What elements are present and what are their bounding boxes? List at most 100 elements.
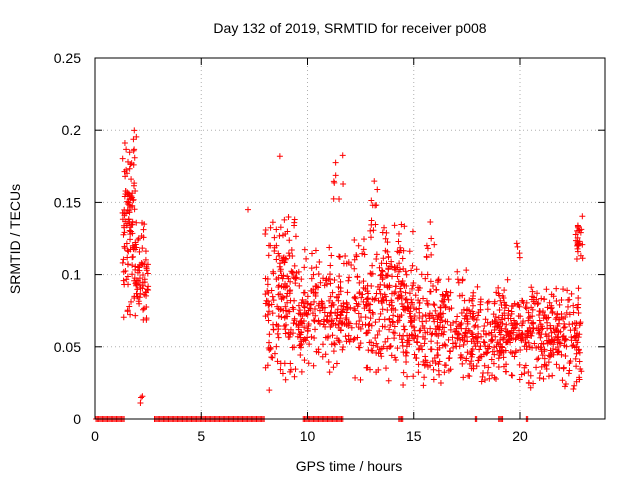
data-point xyxy=(545,373,552,380)
data-point xyxy=(523,299,530,306)
data-point xyxy=(137,399,144,406)
data-point xyxy=(275,326,282,333)
data-point xyxy=(316,320,323,327)
data-point xyxy=(140,306,147,313)
data-point xyxy=(534,301,541,308)
data-point xyxy=(406,310,413,317)
data-point xyxy=(459,360,466,367)
data-point xyxy=(370,310,377,317)
data-point xyxy=(271,234,278,241)
data-point xyxy=(499,320,506,327)
data-point xyxy=(491,298,498,305)
data-point xyxy=(573,332,580,339)
data-point xyxy=(543,365,550,372)
data-point xyxy=(301,357,308,364)
data-point xyxy=(575,334,582,341)
data-point xyxy=(378,345,385,352)
data-point xyxy=(507,349,514,356)
data-point xyxy=(126,149,133,156)
data-point xyxy=(435,276,442,283)
data-point xyxy=(561,337,568,344)
data-point xyxy=(321,309,328,316)
data-point xyxy=(469,333,476,340)
data-point xyxy=(301,324,308,331)
data-point xyxy=(574,304,581,311)
data-point xyxy=(284,313,291,320)
data-point xyxy=(305,322,312,329)
data-point xyxy=(279,370,286,377)
data-point xyxy=(423,242,430,249)
x-tick-label: 0 xyxy=(91,428,99,444)
data-point xyxy=(504,276,511,283)
data-point xyxy=(348,324,355,331)
data-point xyxy=(332,172,339,179)
data-point xyxy=(480,338,487,345)
data-point xyxy=(435,367,442,374)
data-point xyxy=(502,302,509,309)
data-point xyxy=(360,284,367,291)
data-point xyxy=(376,286,383,293)
data-point xyxy=(500,336,507,343)
data-point xyxy=(367,301,374,308)
data-point xyxy=(124,273,131,280)
data-point xyxy=(360,246,367,253)
data-point xyxy=(271,350,278,357)
data-point xyxy=(264,275,271,282)
data-point xyxy=(331,340,338,347)
data-point xyxy=(387,343,394,350)
data-point xyxy=(346,320,353,327)
data-point xyxy=(576,374,583,381)
data-point xyxy=(351,294,358,301)
data-point xyxy=(510,303,517,310)
data-point xyxy=(539,323,546,330)
data-point xyxy=(536,374,543,381)
data-point xyxy=(501,310,508,317)
data-point xyxy=(575,242,582,249)
data-point xyxy=(430,282,437,289)
data-point xyxy=(312,326,319,333)
data-point xyxy=(560,286,567,293)
data-point xyxy=(134,293,141,300)
data-point xyxy=(282,376,289,383)
data-point xyxy=(481,362,488,369)
data-point xyxy=(456,331,463,338)
data-point xyxy=(381,316,388,323)
data-point xyxy=(500,354,507,361)
data-point xyxy=(277,366,284,373)
data-point xyxy=(365,347,372,354)
data-point xyxy=(443,288,450,295)
data-point xyxy=(461,337,468,344)
chart-title: Day 132 of 2019, SRMTID for receiver p00… xyxy=(213,20,486,36)
data-point xyxy=(427,278,434,285)
data-point xyxy=(122,173,129,180)
data-point xyxy=(434,340,441,347)
data-point xyxy=(368,234,375,241)
data-point xyxy=(564,287,571,294)
data-point xyxy=(462,357,469,364)
data-point xyxy=(355,301,362,308)
data-point xyxy=(555,348,562,355)
data-point xyxy=(424,271,431,278)
data-point xyxy=(284,273,291,280)
data-point xyxy=(379,229,386,236)
data-point xyxy=(451,328,458,335)
data-point xyxy=(391,330,398,337)
data-point xyxy=(308,265,315,272)
data-point xyxy=(353,251,360,258)
data-point xyxy=(326,276,333,283)
data-point xyxy=(398,336,405,343)
data-point xyxy=(262,313,269,320)
data-point xyxy=(274,358,281,365)
data-point xyxy=(282,321,289,328)
data-point xyxy=(421,361,428,368)
data-point xyxy=(136,248,143,255)
data-point xyxy=(458,354,465,361)
data-point xyxy=(520,318,527,325)
data-point xyxy=(536,311,543,318)
data-point xyxy=(441,341,448,348)
data-point xyxy=(466,373,473,380)
data-point xyxy=(440,331,447,338)
data-point xyxy=(314,284,321,291)
data-point xyxy=(410,279,417,286)
data-point xyxy=(303,255,310,262)
